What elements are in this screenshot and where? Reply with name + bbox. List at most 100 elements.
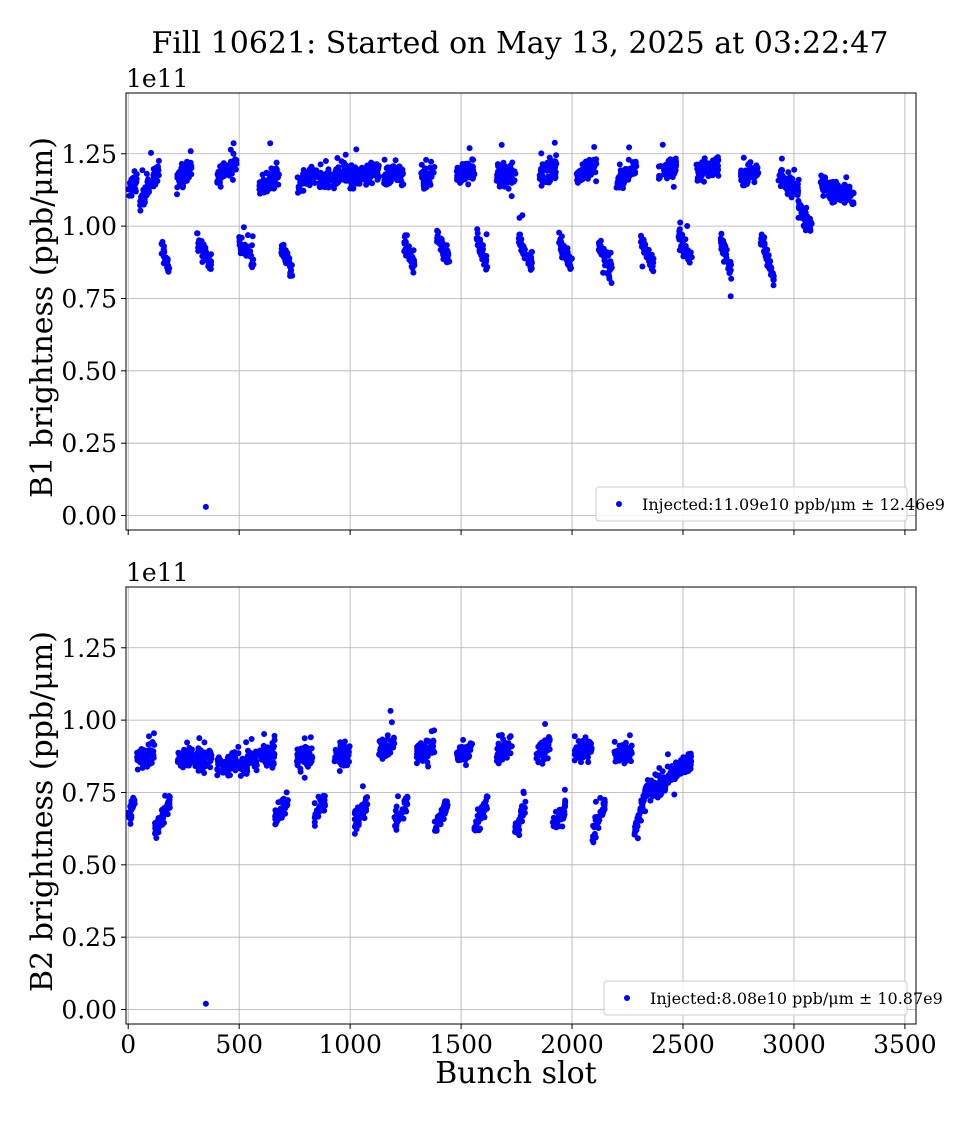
- data-point: [438, 236, 445, 243]
- data-point: [529, 249, 535, 255]
- data-point: [628, 750, 635, 757]
- data-point: [151, 730, 157, 737]
- b2-panel: 0.00 0.25 0.50 0.75 1.00 1.25 0 500 1000 1500 2000…: [25, 558, 943, 1091]
- data-point: [392, 157, 399, 164]
- data-point: [334, 155, 341, 161]
- y-tick-label: 0.25: [61, 923, 117, 952]
- data-point: [545, 160, 552, 167]
- data-point: [215, 758, 222, 765]
- data-point: [335, 169, 342, 176]
- data-point: [659, 141, 666, 148]
- data-point: [539, 748, 545, 755]
- data-point: [648, 786, 655, 793]
- y-tick-label: 0.75: [61, 284, 117, 313]
- data-point: [246, 757, 253, 764]
- data-point: [231, 158, 238, 164]
- data-point: [249, 233, 256, 240]
- data-point: [235, 750, 242, 757]
- data-point: [594, 824, 601, 831]
- data-point: [408, 263, 415, 270]
- data-point: [795, 176, 802, 183]
- data-point: [495, 163, 502, 170]
- data-point: [566, 253, 573, 260]
- data-point: [188, 171, 195, 178]
- data-point: [509, 159, 516, 166]
- data-point: [132, 188, 139, 195]
- data-point: [236, 236, 243, 243]
- data-point: [478, 803, 485, 810]
- data-point: [198, 238, 205, 244]
- data-point: [517, 231, 524, 238]
- data-point: [305, 746, 312, 753]
- data-point: [401, 240, 408, 247]
- data-point: [539, 176, 546, 183]
- data-point: [596, 240, 603, 247]
- data-point: [142, 755, 149, 762]
- data-point: [770, 282, 777, 289]
- data-point: [229, 176, 236, 183]
- data-point: [202, 245, 209, 252]
- data-point: [348, 166, 355, 173]
- data-point: [406, 243, 412, 250]
- data-point: [602, 261, 609, 268]
- data-point: [237, 246, 244, 253]
- data-point: [474, 230, 481, 237]
- data-point: [381, 156, 388, 163]
- data-point: [343, 760, 350, 767]
- data-point: [421, 745, 428, 752]
- y-tick-label: 0.25: [61, 429, 117, 458]
- data-point: [474, 242, 481, 249]
- data-point: [200, 749, 207, 756]
- data-point: [655, 163, 662, 170]
- data-point: [501, 183, 508, 190]
- data-point: [467, 162, 474, 169]
- data-point: [682, 236, 689, 243]
- data-point: [574, 177, 581, 184]
- data-point: [582, 734, 589, 741]
- data-point: [559, 806, 566, 813]
- data-point: [453, 168, 460, 175]
- y-tick-label: 0.00: [61, 996, 117, 1025]
- scatter-points: [125, 139, 857, 510]
- data-point: [670, 183, 677, 190]
- data-point: [638, 817, 644, 824]
- data-point: [778, 178, 785, 184]
- data-point: [564, 245, 571, 252]
- data-point: [694, 165, 701, 172]
- data-point: [298, 187, 305, 194]
- data-point: [500, 159, 507, 166]
- data-point: [287, 273, 294, 279]
- y-tick-label: 1.25: [61, 140, 117, 169]
- data-point: [364, 801, 371, 808]
- data-point: [687, 761, 694, 768]
- plot-frame: [125, 92, 917, 531]
- data-point: [539, 172, 546, 179]
- data-point: [571, 757, 578, 764]
- data-point: [634, 835, 641, 842]
- data-point: [632, 826, 639, 833]
- data-point: [459, 745, 466, 752]
- y-tick-label: 0.50: [61, 357, 117, 386]
- data-point: [155, 157, 162, 164]
- data-point: [676, 226, 683, 233]
- x-tick-label: 2500: [651, 1030, 715, 1059]
- data-point: [187, 159, 194, 166]
- data-point: [438, 806, 445, 813]
- data-point: [282, 247, 289, 254]
- data-point: [850, 199, 857, 206]
- data-point: [182, 747, 189, 754]
- y-tick-label: 1.25: [61, 634, 117, 663]
- data-point: [591, 830, 598, 837]
- data-point: [230, 140, 237, 147]
- data-point: [521, 255, 528, 262]
- data-point: [499, 754, 506, 760]
- data-point: [551, 158, 558, 165]
- x-tick-label: 1500: [429, 1030, 493, 1059]
- data-point: [263, 180, 270, 187]
- data-point: [555, 815, 562, 822]
- data-point: [639, 263, 646, 270]
- data-point: [401, 248, 408, 255]
- data-point: [606, 273, 613, 280]
- data-point: [588, 164, 595, 171]
- data-point: [474, 812, 481, 819]
